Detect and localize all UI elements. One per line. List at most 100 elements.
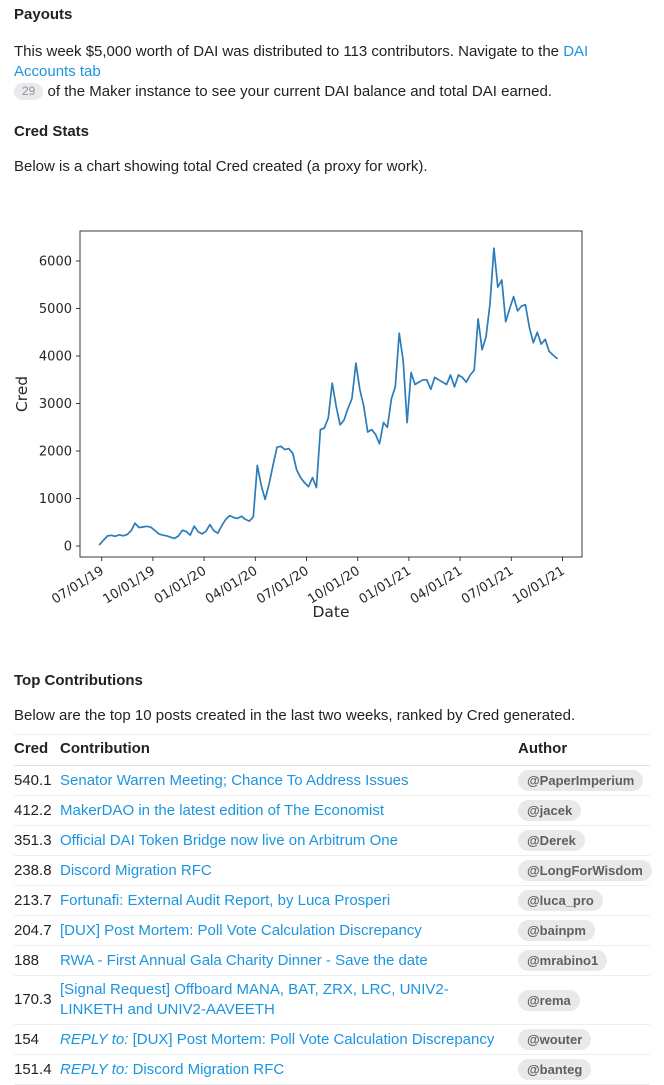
svg-text:07/01/19: 07/01/19 xyxy=(49,564,106,608)
column-header-cred: Cred xyxy=(14,734,60,766)
table-row: 151.4 REPLY to: Discord Migration RFC @ban… xyxy=(14,1054,650,1085)
author-mention-badge[interactable]: @mrabino1 xyxy=(518,950,608,971)
contribution-link[interactable]: Official DAI Token Bridge now live on Ar… xyxy=(60,831,398,849)
author-mention-badge[interactable]: @banteg xyxy=(518,1059,592,1080)
author-cell: @luca_pro xyxy=(518,885,650,916)
contribution-cell: [DUX] Post Mortem: Poll Vote Calculation… xyxy=(60,915,518,946)
table-body: 540.1 Senator Warren Meeting; Chance To A… xyxy=(14,765,652,1085)
dai-accounts-tab-link[interactable]: DAI Accounts tab xyxy=(14,43,589,80)
author-cell: @banteg xyxy=(518,1054,650,1085)
author-mention-badge[interactable]: @luca_pro xyxy=(518,890,603,911)
payouts-text-after-badge: of the Maker instance to see your curren… xyxy=(47,83,552,100)
contribution-cell: REPLY to: Discord Migration RFC xyxy=(60,1054,518,1085)
contribution-link[interactable]: [DUX] Post Mortem: Poll Vote Calculation… xyxy=(60,921,422,939)
contribution-cell: Senator Warren Meeting; Chance To Addres… xyxy=(60,765,518,796)
svg-text:0: 0 xyxy=(64,540,72,555)
payouts-text: This week $5,000 worth of DAI was distri… xyxy=(14,43,564,60)
cred-line-chart: 0 1000 2000 3000 4000 5000 6000 07/01/19 10/01/1… xyxy=(14,199,650,634)
table-row: 213.7 Fortunafi: External Audit Report, b… xyxy=(14,885,650,916)
cred-value: 154 xyxy=(14,1024,60,1055)
svg-text:4000: 4000 xyxy=(39,350,72,365)
table-row: 412.2 MakerDAO in the latest edition of T… xyxy=(14,795,650,826)
link-click-count-badge: 29 xyxy=(14,83,44,100)
cred-value: 204.7 xyxy=(14,915,60,946)
author-cell: @rema xyxy=(518,975,650,1025)
svg-text:1000: 1000 xyxy=(39,492,72,507)
table-row: 351.3 Official DAI Token Bridge now live … xyxy=(14,825,650,856)
contribution-link[interactable]: REPLY to: Discord Migration RFC xyxy=(60,1060,285,1078)
column-header-contribution: Contribution xyxy=(60,734,518,766)
author-cell: @Derek xyxy=(518,825,650,856)
top-contributions-table: Cred Contribution Author 540.1 Senator Wa… xyxy=(14,734,652,1085)
table-row: 540.1 Senator Warren Meeting; Chance To A… xyxy=(14,765,650,796)
cred-value: 170.3 xyxy=(14,975,60,1025)
cred-value: 151.4 xyxy=(14,1054,60,1085)
author-cell: @LongForWisdom xyxy=(518,855,652,886)
svg-text:10/01/21: 10/01/21 xyxy=(510,564,567,608)
svg-text:07/01/20: 07/01/20 xyxy=(254,564,311,608)
cred-value: 188 xyxy=(14,945,60,976)
author-cell: @mrabino1 xyxy=(518,945,650,976)
contribution-link[interactable]: Fortunafi: External Audit Report, by Luc… xyxy=(60,891,391,909)
cred-value: 213.7 xyxy=(14,885,60,916)
contribution-cell: Fortunafi: External Audit Report, by Luc… xyxy=(60,885,518,916)
svg-text:10/01/19: 10/01/19 xyxy=(101,564,158,608)
cred-chart-svg: 0 1000 2000 3000 4000 5000 6000 07/01/1910/01/1… xyxy=(14,230,583,621)
cred-stats-heading: Cred Stats xyxy=(14,123,90,140)
contribution-cell: RWA - First Annual Gala Charity Dinner -… xyxy=(60,945,518,976)
contribution-link[interactable]: REPLY to: [DUX] Post Mortem: Poll Vote C… xyxy=(60,1030,495,1048)
author-mention-badge[interactable]: @wouter xyxy=(518,1029,592,1050)
table-row: 238.8 Discord Migration RFC @LongForWisdom xyxy=(14,855,652,886)
author-cell: @jacek xyxy=(518,795,650,826)
svg-text:Cred: Cred xyxy=(14,376,31,412)
svg-text:Date: Date xyxy=(312,603,349,621)
svg-text:04/01/20: 04/01/20 xyxy=(203,564,260,608)
contribution-link[interactable]: MakerDAO in the latest edition of The Ec… xyxy=(60,801,385,819)
contribution-link[interactable]: [Signal Request] Offboard MANA, BAT, ZRX… xyxy=(60,981,449,1018)
author-mention-badge[interactable]: @rema xyxy=(518,989,580,1011)
cred-value: 540.1 xyxy=(14,765,60,796)
table-row: 154 REPLY to: [DUX] Post Mortem: Poll Vot… xyxy=(14,1024,650,1055)
svg-text:6000: 6000 xyxy=(39,255,72,270)
author-mention-badge[interactable]: @LongForWisdom xyxy=(518,860,652,881)
contribution-cell: Discord Migration RFC xyxy=(60,855,518,886)
contribution-cell: [Signal Request] Offboard MANA, BAT, ZRX… xyxy=(60,975,518,1025)
contribution-link[interactable]: Senator Warren Meeting; Chance To Addres… xyxy=(60,771,409,789)
contribution-cell: MakerDAO in the latest edition of The Ec… xyxy=(60,795,518,826)
column-header-author: Author xyxy=(518,734,650,766)
cred-stats-description: Below is a chart showing total Cred crea… xyxy=(14,158,428,175)
author-cell: @wouter xyxy=(518,1024,650,1055)
contribution-cell: REPLY to: [DUX] Post Mortem: Poll Vote C… xyxy=(60,1024,518,1055)
svg-text:2000: 2000 xyxy=(39,445,72,460)
top-contributions-description: Below are the top 10 posts created in th… xyxy=(14,707,576,724)
contribution-link[interactable]: Discord Migration RFC xyxy=(60,861,212,879)
contribution-link[interactable]: RWA - First Annual Gala Charity Dinner -… xyxy=(60,951,428,969)
author-mention-badge[interactable]: @jacek xyxy=(518,800,582,821)
svg-text:3000: 3000 xyxy=(39,397,72,412)
cred-value: 238.8 xyxy=(14,855,60,886)
svg-text:07/01/21: 07/01/21 xyxy=(459,564,516,608)
svg-text:01/01/21: 01/01/21 xyxy=(357,564,414,608)
payouts-paragraph: This week $5,000 worth of DAI was distri… xyxy=(14,42,650,102)
author-mention-badge[interactable]: @PaperImperium xyxy=(518,770,644,791)
payouts-heading: Payouts xyxy=(14,6,73,23)
table-row: 204.7 [DUX] Post Mortem: Poll Vote Calcul… xyxy=(14,915,650,946)
table-row: 188 RWA - First Annual Gala Charity Dinne… xyxy=(14,945,650,976)
svg-text:10/01/20: 10/01/20 xyxy=(305,564,362,608)
table-header: Cred Contribution Author xyxy=(14,734,650,766)
reply-to-prefix: REPLY to: xyxy=(60,1060,133,1078)
svg-text:5000: 5000 xyxy=(39,302,72,317)
svg-text:04/01/21: 04/01/21 xyxy=(408,564,465,608)
author-mention-badge[interactable]: @bainpm xyxy=(518,920,595,941)
reply-to-prefix: REPLY to: xyxy=(60,1030,133,1048)
contribution-cell: Official DAI Token Bridge now live on Ar… xyxy=(60,825,518,856)
cred-value: 412.2 xyxy=(14,795,60,826)
author-mention-badge[interactable]: @Derek xyxy=(518,830,585,851)
author-cell: @PaperImperium xyxy=(518,765,650,796)
author-cell: @bainpm xyxy=(518,915,650,946)
svg-text:01/01/20: 01/01/20 xyxy=(152,564,209,608)
cred-value: 351.3 xyxy=(14,825,60,856)
table-row: 170.3 [Signal Request] Offboard MANA, BAT… xyxy=(14,975,650,1025)
top-contributions-heading: Top Contributions xyxy=(14,672,143,689)
